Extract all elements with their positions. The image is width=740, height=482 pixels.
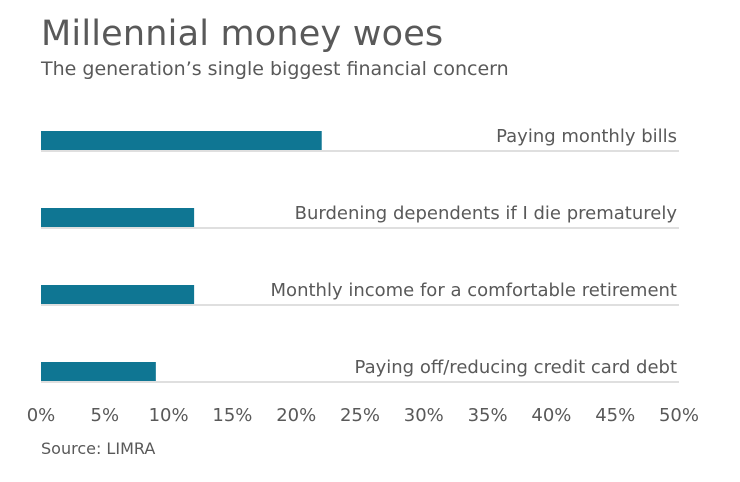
bar: [41, 208, 195, 227]
category-label: Paying monthly bills: [496, 126, 677, 147]
x-tick-label: 25%: [340, 405, 380, 426]
category-label: Monthly income for a comfortable retirem…: [271, 280, 677, 301]
x-tick-label: 45%: [595, 405, 635, 426]
bar: [41, 285, 195, 304]
category-label: Burdening dependents if I die prematurel…: [295, 203, 678, 224]
x-tick-label: 50%: [659, 405, 699, 426]
x-tick-label: 15%: [212, 405, 252, 426]
bar: [41, 362, 156, 381]
source-note: Source: LIMRA: [41, 439, 156, 458]
x-tick-label: 0%: [27, 405, 56, 426]
chart-title: Millennial money woes: [41, 14, 444, 54]
x-tick-label: 20%: [276, 405, 316, 426]
x-tick-label: 30%: [404, 405, 444, 426]
bar: [41, 131, 322, 150]
category-label: Paying off/reducing credit card debt: [355, 357, 677, 378]
x-tick-label: 40%: [531, 405, 571, 426]
chart-subtitle: The generation’s single biggest financia…: [41, 58, 509, 80]
x-tick-label: 35%: [468, 405, 508, 426]
x-tick-label: 10%: [149, 405, 189, 426]
x-tick-label: 5%: [91, 405, 120, 426]
